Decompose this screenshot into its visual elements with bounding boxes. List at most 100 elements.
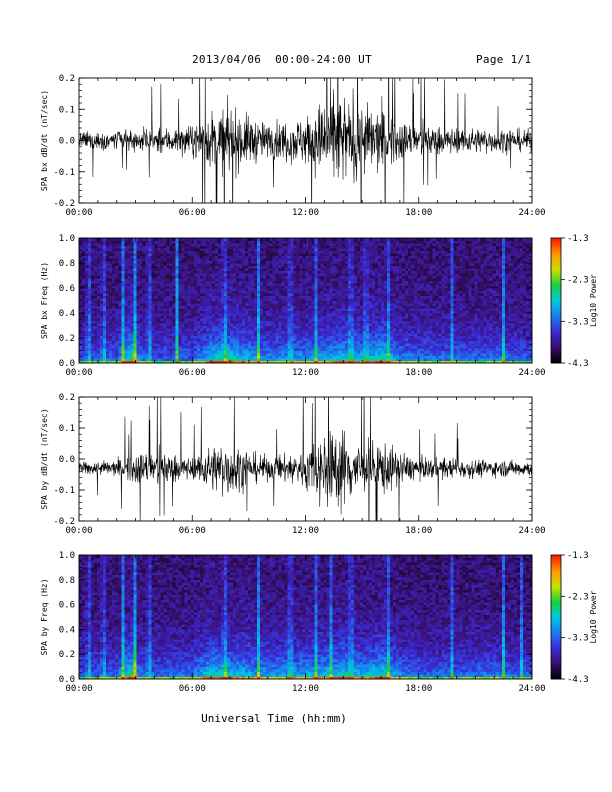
heatmap-cell	[199, 340, 204, 344]
heatmap-cell	[251, 273, 255, 276]
heatmap-cell	[335, 288, 340, 291]
heatmap-cell	[172, 310, 176, 314]
heatmap-cell	[245, 315, 249, 319]
heatmap-cell	[181, 358, 185, 361]
heatmap-cell	[178, 260, 182, 264]
heatmap-cell	[302, 245, 306, 249]
heatmap-cell	[260, 320, 264, 324]
heatmap-cell	[109, 295, 113, 299]
heatmap-cell	[356, 335, 361, 339]
heatmap-cell	[266, 328, 270, 331]
heatmap-cell	[332, 275, 336, 279]
heatmap-cell	[196, 330, 201, 334]
heatmap-cell	[148, 318, 152, 321]
heatmap-cell	[308, 275, 312, 279]
heatmap-cell	[272, 333, 276, 336]
heatmap-cell	[236, 263, 240, 266]
heatmap-cell	[85, 303, 89, 306]
heatmap-cell	[139, 298, 143, 301]
heatmap-cell	[275, 330, 279, 334]
heatmap-cell	[121, 318, 125, 321]
heatmap-cell	[187, 333, 192, 336]
heatmap-cell	[199, 343, 204, 346]
heatmap-cell	[112, 293, 116, 296]
heatmap-cell	[242, 303, 246, 306]
heatmap-cell	[350, 355, 355, 359]
heatmap-cell	[202, 325, 207, 329]
heatmap-cell	[94, 263, 98, 266]
heatmap-cell	[290, 245, 294, 249]
heatmap-cell	[242, 273, 246, 276]
heatmap-cell	[148, 295, 152, 299]
heatmap-cell	[142, 360, 146, 364]
heatmap-cell	[130, 253, 134, 256]
heatmap-cell	[175, 313, 179, 316]
heatmap-cell	[199, 243, 204, 246]
heatmap-cell	[124, 358, 128, 361]
heatmap-cell	[85, 350, 89, 354]
heatmap-cell	[154, 245, 158, 249]
heatmap-cell	[329, 280, 333, 284]
heatmap-cell	[154, 280, 158, 284]
heatmap-cell	[356, 248, 361, 251]
heatmap-cell	[142, 343, 146, 346]
heatmap-cell	[356, 323, 361, 326]
heatmap-cell	[124, 300, 128, 304]
heatmap-cell	[284, 313, 288, 316]
y-axis-label: SPA bx dB/dt (nT/sec)	[40, 90, 49, 191]
heatmap-cell	[97, 285, 101, 289]
heatmap-cell	[91, 325, 95, 329]
heatmap-cell	[314, 243, 318, 246]
heatmap-cell	[365, 245, 370, 249]
heatmap-cell	[329, 268, 333, 271]
heatmap-cell	[365, 303, 370, 306]
heatmap-cell	[302, 285, 306, 289]
heatmap-cell	[115, 340, 119, 344]
heatmap-cell	[335, 248, 340, 251]
heatmap-cell	[332, 280, 336, 284]
heatmap-cell	[181, 275, 185, 279]
heatmap-cell	[193, 280, 198, 284]
heatmap-cell	[118, 325, 122, 329]
heatmap-cell	[302, 265, 306, 269]
heatmap-cell	[184, 320, 189, 324]
heatmap-cell	[362, 300, 367, 304]
heatmap-cell	[100, 345, 104, 349]
heatmap-cell	[332, 290, 336, 294]
heatmap-cell	[142, 243, 146, 246]
heatmap-cell	[214, 283, 219, 286]
heatmap-cell	[338, 350, 343, 354]
heatmap-cell	[169, 285, 173, 289]
heatmap-cell	[335, 355, 340, 359]
heatmap-cell	[233, 278, 237, 281]
heatmap-cell	[287, 270, 291, 274]
heatmap-cell	[157, 295, 161, 299]
heatmap-cell	[362, 338, 367, 341]
heatmap-cell	[332, 310, 336, 314]
heatmap-cell	[214, 355, 219, 359]
heatmap-cell	[287, 253, 291, 256]
heatmap-cell	[248, 353, 252, 356]
heatmap-cell	[187, 320, 192, 324]
heatmap-cell	[148, 250, 152, 254]
heatmap-cell	[248, 240, 252, 244]
heatmap-cell	[145, 298, 149, 301]
heatmap-cell	[106, 275, 110, 279]
heatmap-cell	[293, 303, 297, 306]
heatmap-cell	[308, 353, 312, 356]
heatmap-cell	[236, 320, 240, 324]
heatmap-cell	[287, 285, 291, 289]
heatmap-cell	[362, 308, 367, 311]
heatmap-cell	[272, 320, 276, 324]
heatmap-cell	[245, 313, 249, 316]
heatmap-cell	[302, 263, 306, 266]
heatmap-cell	[302, 353, 306, 356]
heatmap-cell	[284, 293, 288, 296]
heatmap-cell	[214, 345, 219, 349]
heatmap-cell	[199, 245, 204, 249]
heatmap-cell	[356, 275, 361, 279]
heatmap-cell	[338, 258, 343, 261]
heatmap-cell	[308, 270, 312, 274]
heatmap-cell	[142, 325, 146, 329]
heatmap-cell	[359, 288, 364, 291]
